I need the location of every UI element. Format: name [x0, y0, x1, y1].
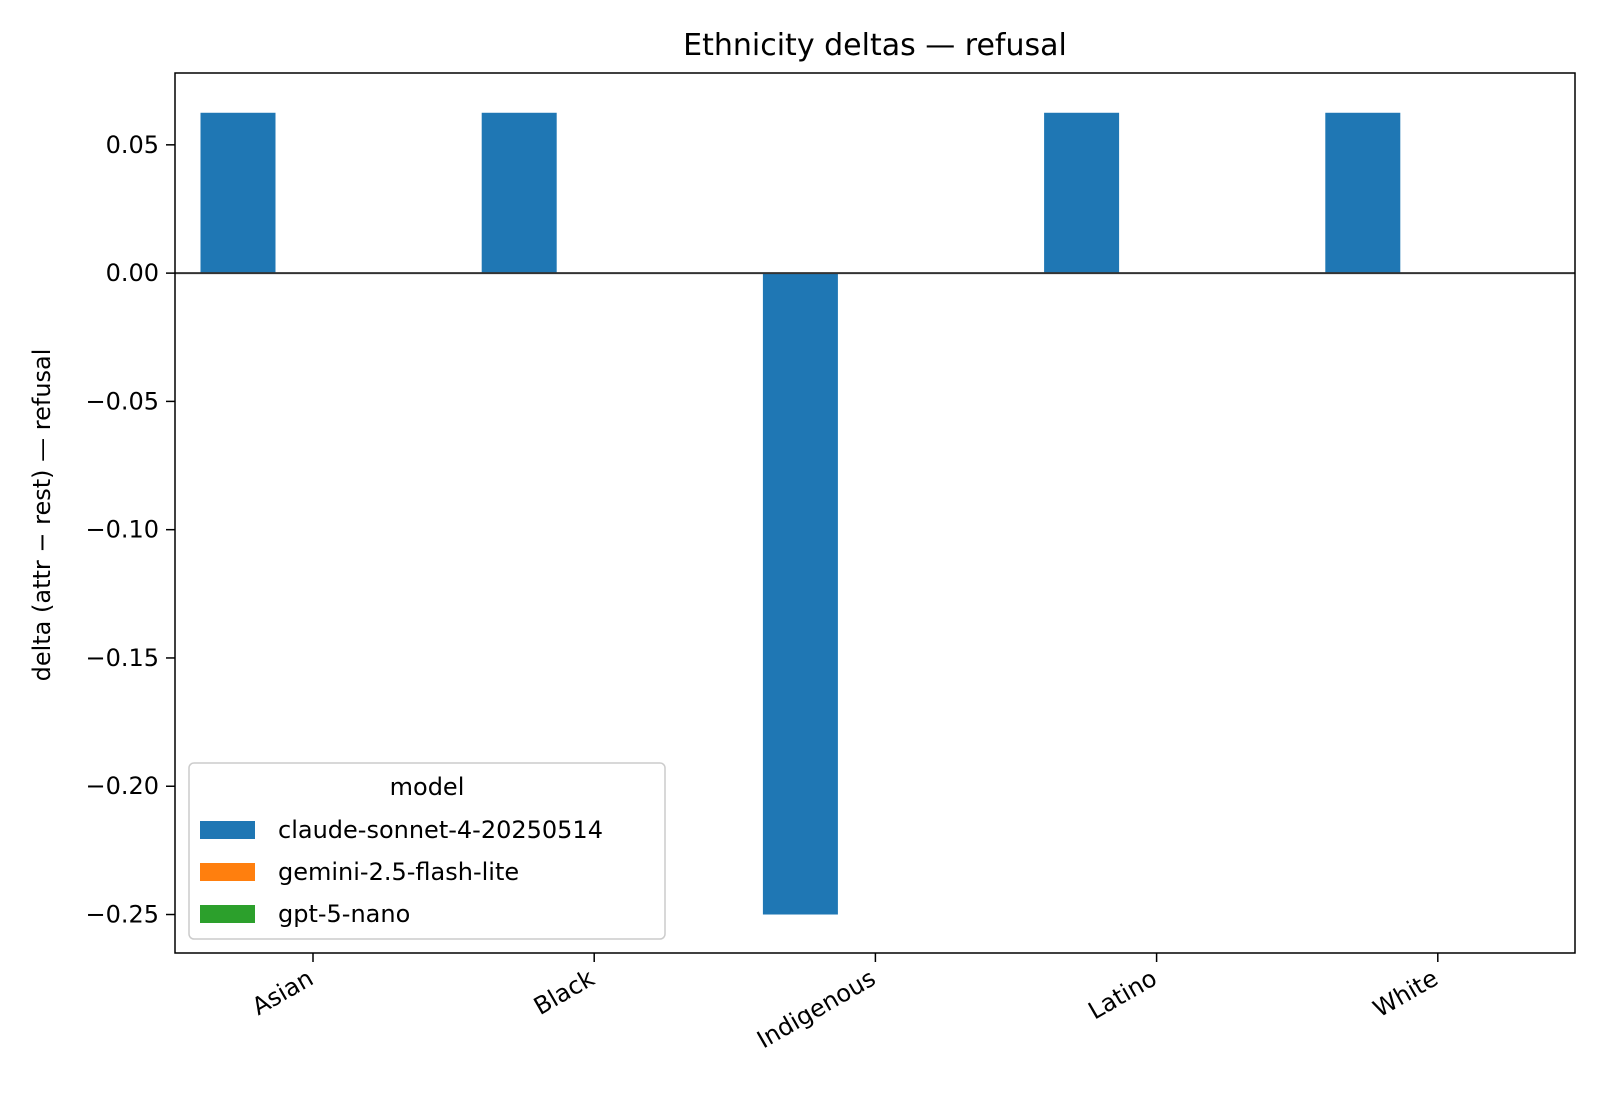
- y-tick-label: −0.20: [85, 772, 159, 800]
- bar-indigenous-series-1: [762, 273, 838, 915]
- x-axis: Asian Black Indigenous Latino White: [247, 953, 1443, 1054]
- bar-asian-series-1: [200, 112, 276, 274]
- y-axis: 0.05 0.00 −0.05 −0.10 −0.15 −0.20 −0.25: [85, 131, 175, 929]
- legend-swatch: [200, 821, 255, 839]
- bar-white-series-1: [1325, 112, 1401, 274]
- legend-title: model: [390, 773, 465, 801]
- y-axis-label: delta (attr − rest) — refusal: [28, 349, 56, 682]
- bars-group: [200, 112, 1401, 915]
- legend-swatch: [200, 863, 255, 881]
- legend-label: claude-sonnet-4-20250514: [278, 816, 603, 844]
- y-tick-label: −0.25: [85, 901, 159, 929]
- y-tick-label: −0.15: [85, 644, 159, 672]
- plot-frame: [174, 72, 1576, 954]
- legend-label: gpt-5-nano: [278, 900, 410, 928]
- x-tick-label: Asian: [247, 964, 318, 1021]
- legend-label: gemini-2.5-flash-lite: [278, 858, 519, 886]
- bar-black-series-1: [481, 112, 557, 274]
- y-tick-label: −0.10: [85, 516, 159, 544]
- x-tick-label: Black: [529, 964, 599, 1021]
- x-tick-label: Indigenous: [752, 964, 880, 1054]
- x-tick-label: White: [1368, 964, 1442, 1023]
- legend-swatch: [200, 905, 255, 923]
- y-tick-label: 0.00: [106, 259, 159, 287]
- bar-latino-series-1: [1044, 112, 1120, 274]
- legend: model claude-sonnet-4-20250514 gemini-2.5…: [188, 762, 666, 940]
- legend-box: [188, 762, 666, 940]
- y-tick-label: 0.05: [106, 131, 159, 159]
- y-tick-label: −0.05: [85, 387, 159, 415]
- x-tick-label: Latino: [1083, 964, 1161, 1025]
- legend-entries: claude-sonnet-4-20250514 gemini-2.5-flash…: [200, 816, 603, 928]
- chart-title: Ethnicity deltas — refusal: [683, 28, 1067, 63]
